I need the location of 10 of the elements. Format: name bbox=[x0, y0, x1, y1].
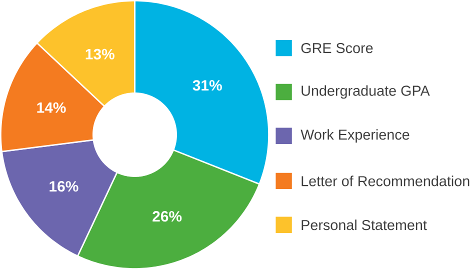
legend-label: Undergraduate GPA bbox=[302, 85, 430, 98]
data-label: 26% bbox=[152, 210, 182, 222]
data-label: 14% bbox=[37, 102, 66, 113]
legend-label: Letter of Recommendation bbox=[302, 175, 470, 186]
data-label: 13% bbox=[86, 48, 114, 60]
data-label: 31% bbox=[192, 80, 222, 90]
legend-label: Work Experience bbox=[300, 128, 410, 142]
data-label: 16% bbox=[50, 180, 78, 192]
legend-label: Personal Statement bbox=[302, 219, 427, 230]
legend-label: GRE Score bbox=[301, 42, 373, 53]
